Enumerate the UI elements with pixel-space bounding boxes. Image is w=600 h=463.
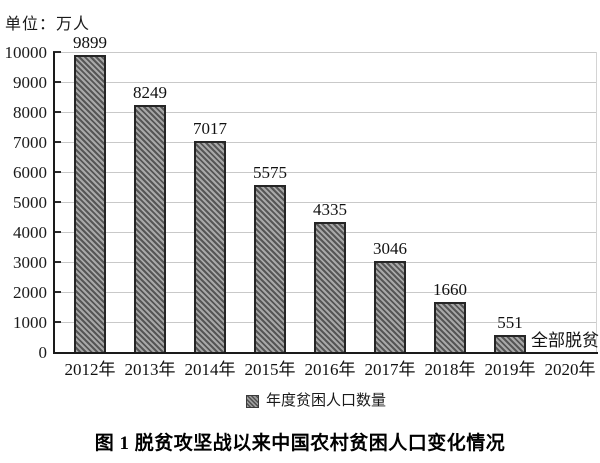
bar-2016年 <box>314 221 346 352</box>
y-tick-label: 0 <box>38 343 48 362</box>
y-tick-label: 7000 <box>13 133 47 152</box>
gridline <box>53 142 596 143</box>
y-axis-tick <box>53 321 61 323</box>
value-label-2013年: 8249 <box>133 82 167 102</box>
x-tick-label-2017年: 2017年 <box>364 360 416 379</box>
bar-2012年 <box>74 55 106 352</box>
bar-2015年 <box>254 184 286 352</box>
y-axis-tick <box>53 141 61 143</box>
x-tick-label-2016年: 2016年 <box>304 360 356 379</box>
y-axis <box>53 52 55 354</box>
x-tick-label-2019年: 2019年 <box>484 360 536 379</box>
y-axis-tick <box>53 201 61 203</box>
x-tick-label-2013年: 2013年 <box>124 360 176 379</box>
y-axis-tick <box>53 81 61 83</box>
y-tick-label: 6000 <box>13 163 47 182</box>
legend-label: 年度贫困人口数量 <box>266 393 387 409</box>
y-tick-label: 3000 <box>13 253 47 272</box>
value-label-2019年: 551 <box>497 313 523 333</box>
value-label-2012年: 9899 <box>73 33 107 53</box>
plot-right-border <box>596 52 597 352</box>
value-label-2014年: 7017 <box>193 119 227 139</box>
y-tick-label: 8000 <box>13 103 47 122</box>
y-axis-tick <box>53 171 61 173</box>
y-axis-tick <box>53 261 61 263</box>
gridline <box>53 172 596 173</box>
annotation-2020年: 全部脱贫 <box>531 331 599 350</box>
y-axis-tick <box>53 51 61 53</box>
value-label-2017年: 3046 <box>373 238 407 258</box>
bar-2014年 <box>194 141 226 352</box>
x-tick-label-2020年: 2020年 <box>544 360 596 379</box>
y-tick-label: 1000 <box>13 313 47 332</box>
unit-label: 单位：万人 <box>5 16 91 33</box>
x-tick-label-2012年: 2012年 <box>64 360 116 379</box>
value-label-2016年: 4335 <box>313 199 347 219</box>
x-tick-label-2014年: 2014年 <box>184 360 236 379</box>
y-tick-label: 9000 <box>13 73 47 92</box>
y-tick-label: 5000 <box>13 193 47 212</box>
gridline <box>53 52 596 53</box>
bar-2017年 <box>374 260 406 352</box>
chart-legend: 年度贫困人口数量 <box>246 393 386 409</box>
bar-2018年 <box>434 302 466 352</box>
y-tick-label: 4000 <box>13 223 47 242</box>
x-tick-label-2018年: 2018年 <box>424 360 476 379</box>
bar-2019年 <box>494 335 526 352</box>
value-label-2015年: 5575 <box>253 162 287 182</box>
gridline <box>53 112 596 113</box>
gridline <box>53 82 596 83</box>
y-tick-label: 2000 <box>13 283 47 302</box>
x-tick-label-2015年: 2015年 <box>244 360 296 379</box>
figure-caption: 图 1 脱贫攻坚战以来中国农村贫困人口变化情况 <box>94 433 506 454</box>
y-axis-tick <box>53 111 61 113</box>
y-tick-label: 10000 <box>4 43 48 62</box>
bar-2013年 <box>134 104 166 352</box>
x-axis <box>53 352 598 354</box>
gridline <box>53 202 596 203</box>
legend-hatched-swatch-icon <box>246 394 259 408</box>
value-label-2018年: 1660 <box>433 280 467 300</box>
y-axis-tick <box>53 291 61 293</box>
y-axis-tick <box>53 231 61 233</box>
